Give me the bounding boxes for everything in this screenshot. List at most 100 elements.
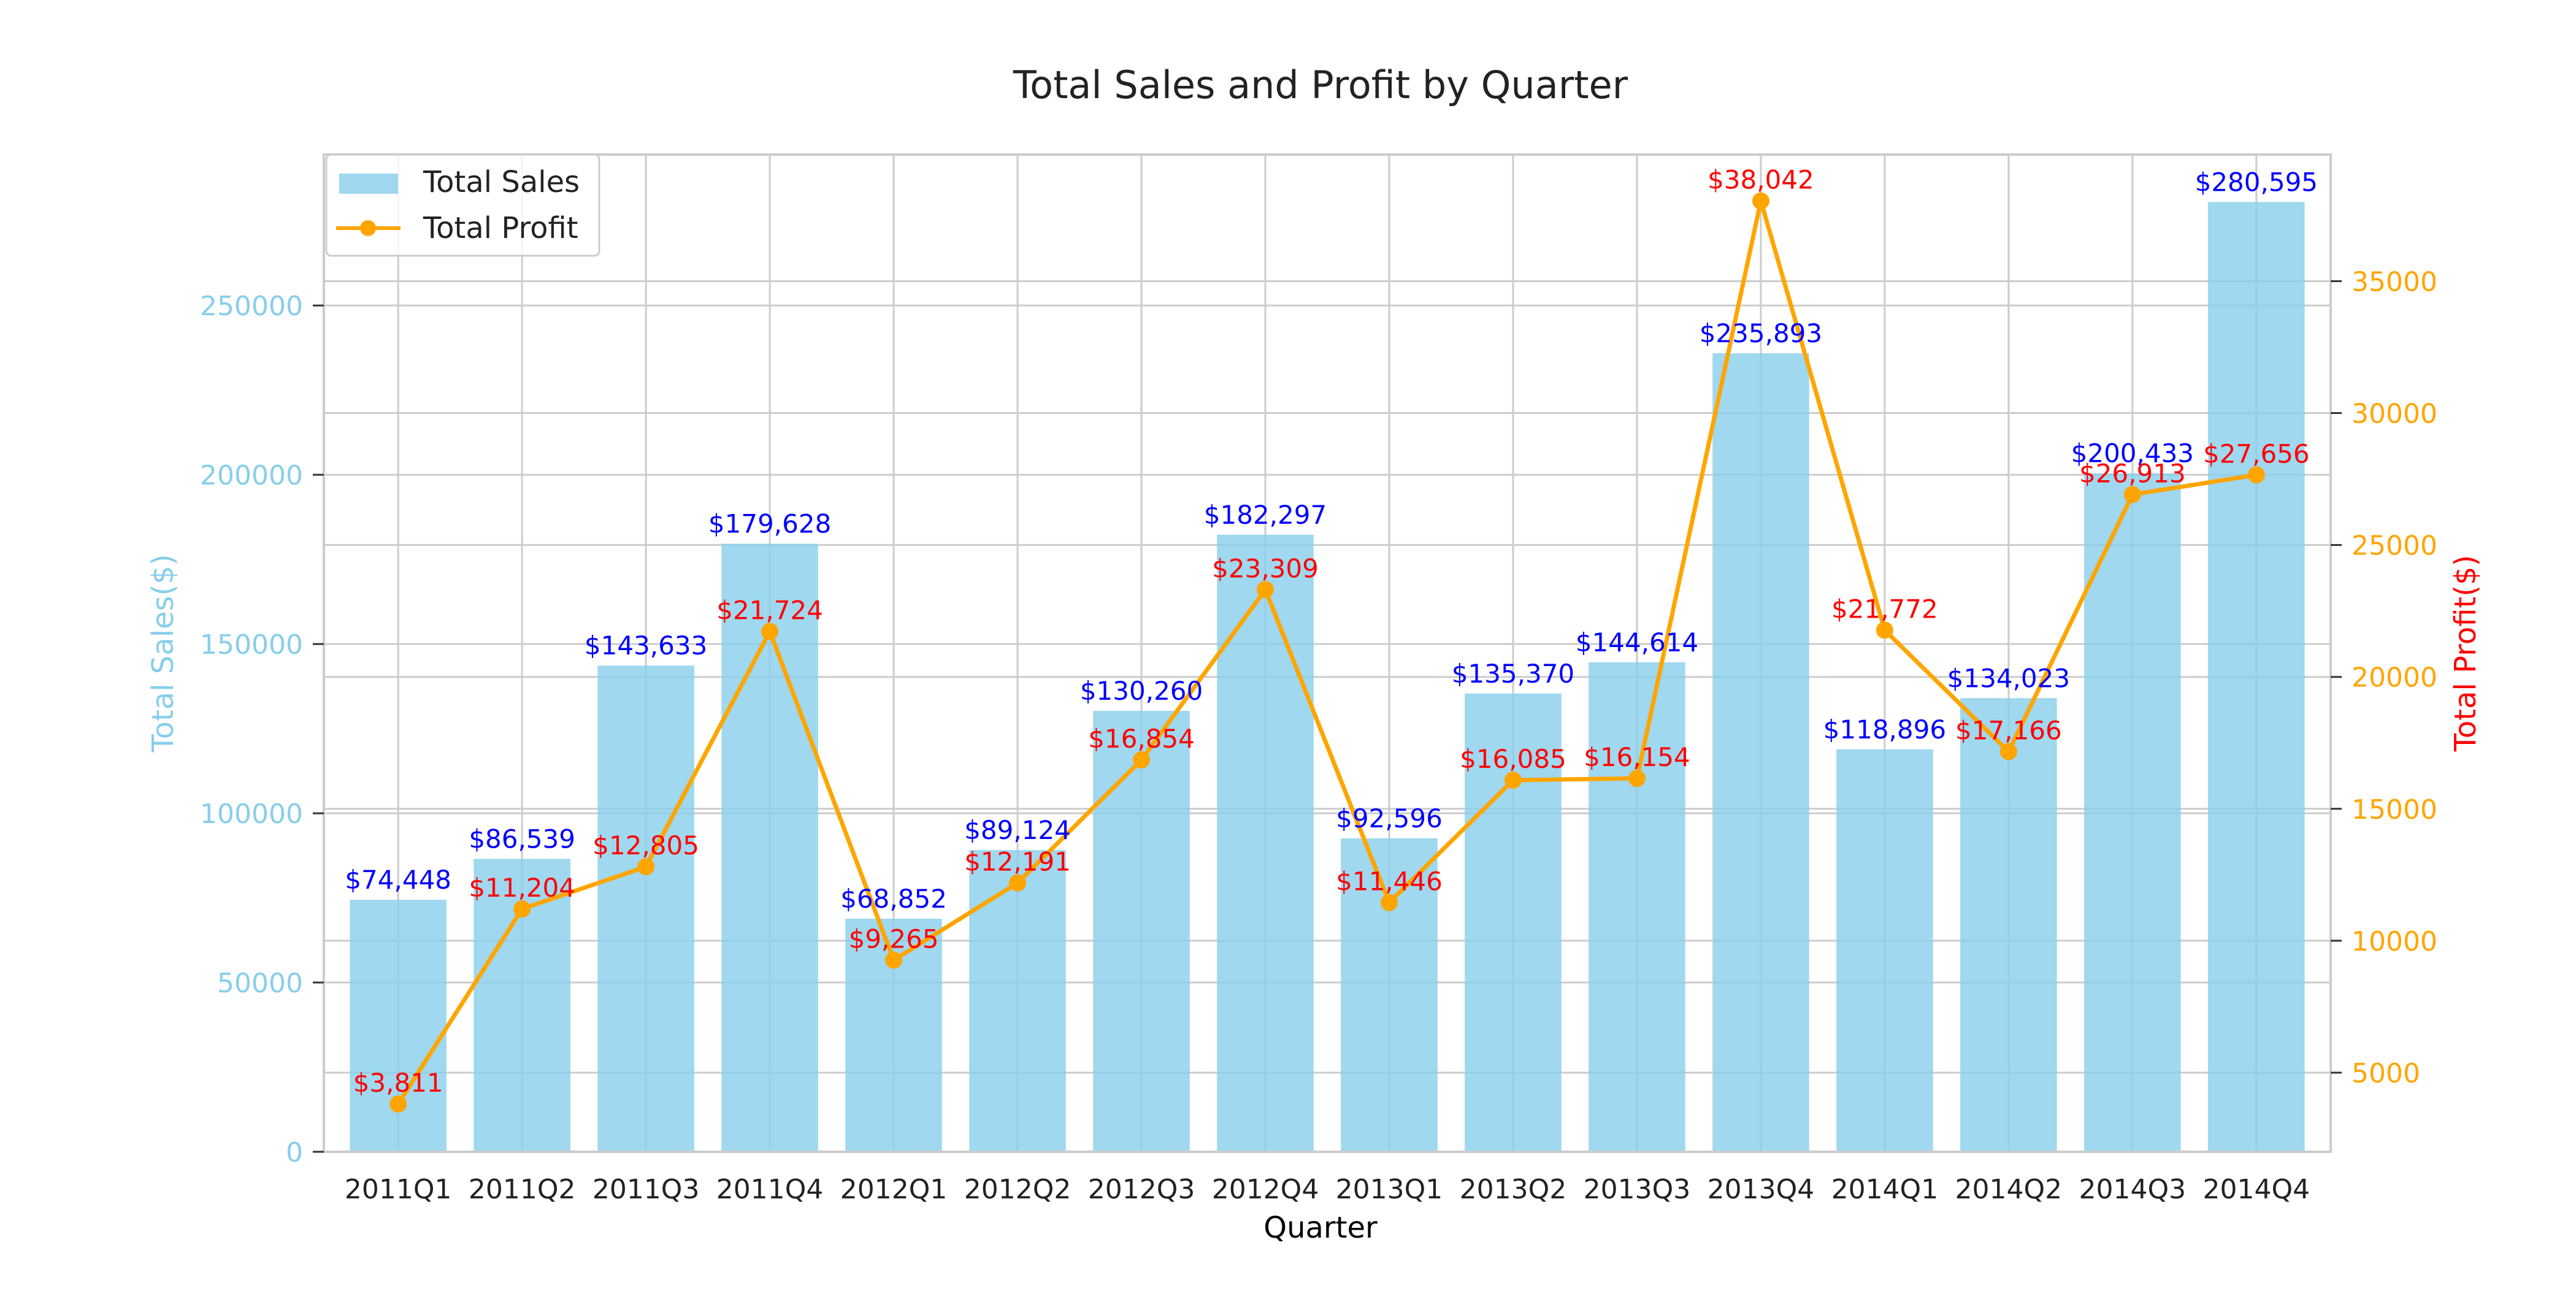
y-axis-label-right: Total Profit($) (2448, 555, 2483, 753)
y-tick-label-left: 100000 (200, 799, 303, 830)
sales-data-label: $74,448 (345, 865, 451, 895)
profit-line-layer (389, 192, 2265, 1113)
profit-point-2011Q4 (761, 623, 779, 640)
y-tick-label-left: 150000 (200, 629, 303, 661)
chart-title: Total Sales and Profit by Quarter (1013, 63, 1628, 107)
profit-data-label: $11,446 (1336, 867, 1443, 897)
x-tick-label: 2013Q1 (1336, 1174, 1443, 1205)
bar-2013Q4 (1712, 353, 1809, 1152)
profit-line (396, 199, 2257, 1105)
x-tick-label: 2011Q4 (716, 1174, 824, 1205)
data-labels: $74,448 $86,539 $143,633 $179,628 $68,852 $89… (345, 165, 2318, 1098)
bar-2012Q3 (1093, 711, 1190, 1152)
y-tick-label-right: 20000 (2352, 662, 2437, 694)
bar-2011Q4 (721, 543, 818, 1152)
profit-point-2014Q2 (1999, 743, 2017, 760)
sales-data-label: $118,896 (1823, 714, 1946, 745)
profit-point-2011Q3 (637, 858, 655, 876)
profit-point-2014Q1 (1876, 621, 1893, 639)
x-tick-label: 2014Q1 (1831, 1174, 1939, 1205)
sales-data-label: $143,633 (585, 630, 707, 661)
x-tick-label: 2014Q2 (1955, 1174, 2063, 1205)
bar-2014Q4 (2208, 202, 2305, 1152)
x-tick-label: 2012Q1 (840, 1174, 948, 1205)
profit-data-label: $21,724 (716, 596, 823, 626)
x-tick-label: 2012Q3 (1088, 1174, 1195, 1205)
y-tick-label-left: 200000 (200, 460, 303, 491)
bar-2013Q1 (1341, 838, 1438, 1152)
bar-2014Q3 (2084, 473, 2181, 1152)
profit-point-2011Q2 (513, 900, 531, 918)
bar-2011Q1 (350, 900, 447, 1152)
x-tick-label: 2014Q4 (2203, 1174, 2310, 1205)
y-tick-label-left: 50000 (217, 968, 303, 999)
profit-point-2012Q1 (885, 951, 903, 969)
profit-data-label: $27,656 (2203, 439, 2310, 469)
sales-data-label: $179,628 (708, 509, 831, 539)
profit-data-label: $38,042 (1708, 165, 1814, 195)
bars (350, 202, 2305, 1152)
sales-data-label: $86,539 (469, 824, 575, 854)
y-tick-label-right: 30000 (2352, 399, 2437, 430)
x-tick-label: 2013Q3 (1584, 1174, 1691, 1205)
sales-data-label: $280,595 (2195, 167, 2318, 197)
profit-point-2013Q1 (1380, 894, 1398, 911)
legend-label-sales: Total Sales (423, 165, 580, 199)
x-tick-label: 2013Q4 (1708, 1174, 1815, 1205)
legend-label-profit: Total Profit (423, 211, 578, 245)
sales-data-label: $92,596 (1336, 803, 1443, 833)
x-tick-label: 2012Q4 (1212, 1174, 1319, 1205)
sales-data-label: $182,297 (1204, 500, 1327, 530)
profit-data-label: $9,265 (849, 924, 939, 954)
y-tick-label-left: 0 (286, 1137, 303, 1168)
profit-point-2011Q1 (389, 1095, 407, 1113)
y-tick-label-right: 15000 (2352, 794, 2437, 826)
profit-data-label: $16,085 (1460, 744, 1566, 774)
y-axis-label-left: Total Sales($) (146, 554, 180, 753)
bar-2012Q4 (1217, 534, 1314, 1152)
sales-data-label: $135,370 (1452, 659, 1574, 689)
bar-2014Q2 (1960, 698, 2057, 1152)
profit-point-2013Q4 (1752, 192, 1769, 210)
profit-data-label: $12,805 (592, 830, 699, 860)
bar-2012Q2 (969, 850, 1066, 1152)
bar-2011Q3 (597, 665, 694, 1152)
profit-data-label: $26,913 (2079, 458, 2186, 488)
y-tick-label-right: 25000 (2352, 531, 2437, 562)
profit-data-label: $11,204 (469, 873, 575, 903)
x-tick-label: 2011Q2 (469, 1174, 576, 1205)
profit-point-2012Q3 (1133, 751, 1151, 769)
sales-data-label: $130,260 (1080, 676, 1203, 706)
legend-swatch-profit-marker (360, 220, 376, 236)
plot-frame (323, 153, 2332, 1153)
profit-point-2013Q2 (1504, 772, 1522, 789)
sales-data-label: $134,023 (1947, 663, 2070, 693)
y-tick-label-left: 250000 (200, 291, 303, 322)
sales-data-label: $89,124 (964, 815, 1071, 845)
bar-2013Q2 (1465, 693, 1562, 1152)
legend-swatch-sales (339, 174, 398, 194)
bar-2014Q1 (1836, 749, 1933, 1152)
y-tick-label-right: 5000 (2352, 1058, 2420, 1089)
profit-point-2014Q3 (2123, 486, 2141, 504)
x-tick-label: 2012Q2 (964, 1174, 1071, 1205)
profit-point-2012Q2 (1009, 874, 1027, 892)
profit-data-label: $23,309 (1212, 553, 1319, 583)
x-tick-label: 2011Q3 (592, 1174, 700, 1205)
profit-point-2013Q3 (1628, 770, 1646, 787)
sales-data-label: $68,852 (840, 884, 947, 914)
profit-point-2012Q4 (1257, 581, 1275, 599)
x-tick-label: 2013Q2 (1460, 1174, 1567, 1205)
profit-data-label: $16,854 (1088, 724, 1195, 754)
profit-data-label: $21,772 (1831, 594, 1938, 624)
bar-2013Q3 (1589, 662, 1685, 1152)
profit-data-label: $16,154 (1584, 742, 1690, 772)
x-axis-label: Quarter (1263, 1211, 1378, 1245)
profit-data-label: $3,811 (353, 1068, 443, 1098)
profit-data-label: $12,191 (964, 847, 1071, 877)
sales-data-label: $200,433 (2071, 439, 2194, 469)
x-tick-label: 2014Q3 (2079, 1174, 2187, 1205)
y-tick-label-right: 10000 (2352, 926, 2437, 957)
